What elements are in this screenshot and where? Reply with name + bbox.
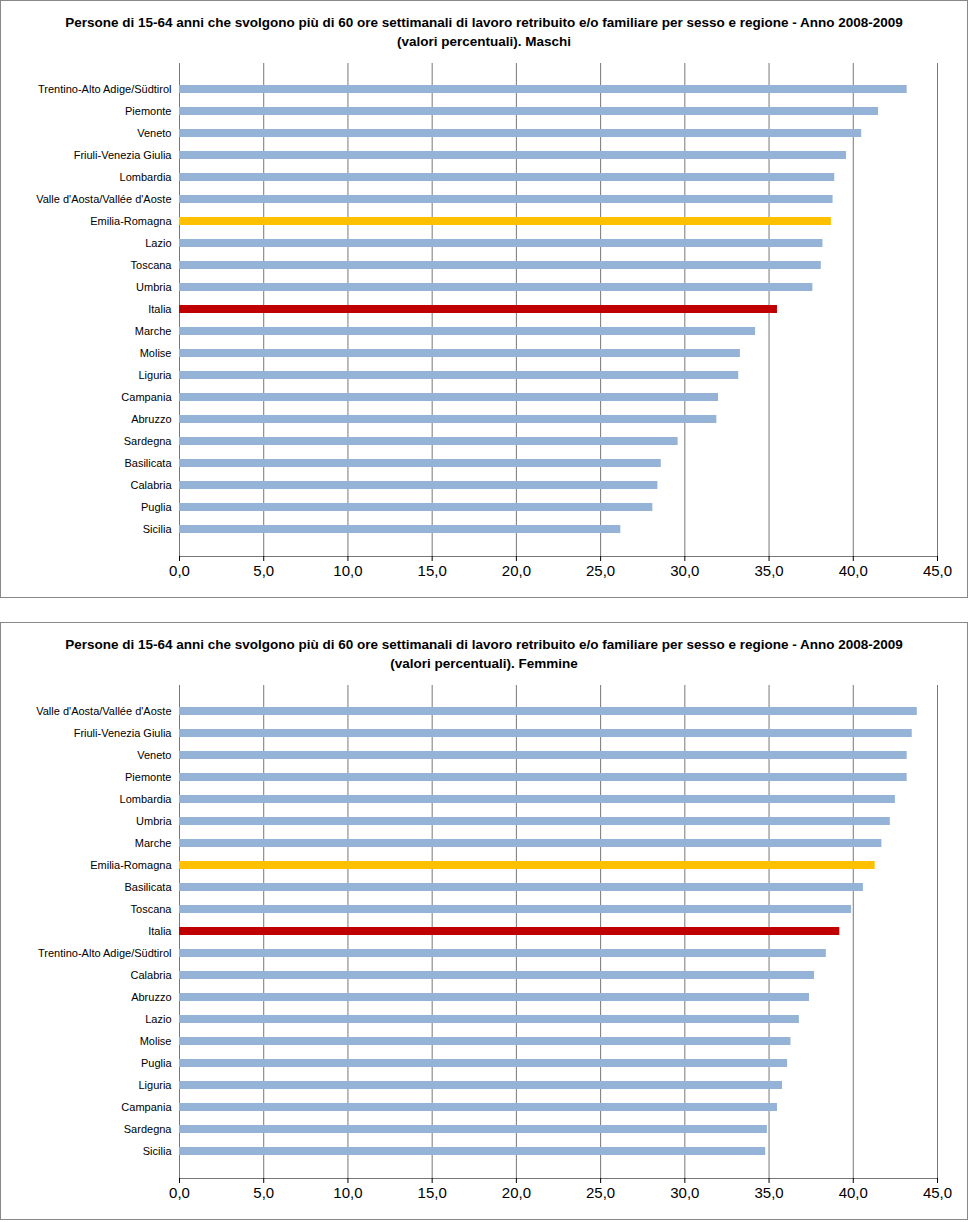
svg-text:Calabria: Calabria (131, 479, 173, 491)
svg-text:Emilia-Romagna: Emilia-Romagna (90, 859, 172, 871)
svg-text:20,0: 20,0 (502, 1184, 531, 1201)
svg-text:10,0: 10,0 (333, 1184, 362, 1201)
svg-text:10,0: 10,0 (333, 562, 362, 579)
svg-text:Lazio: Lazio (145, 237, 171, 249)
html-text:Persone di 15-64 anni che svol: Persone di 15-64 anni che svolgono più d… (65, 15, 903, 49)
svg-text:Sicilia: Sicilia (143, 1145, 173, 1157)
svg-text:45,0: 45,0 (923, 562, 952, 579)
svg-text:Basilicata: Basilicata (124, 881, 172, 893)
svg-text:Umbria: Umbria (136, 815, 172, 827)
svg-text:30,0: 30,0 (670, 1184, 699, 1201)
svg-text:Friuli-Venezia Giulia: Friuli-Venezia Giulia (74, 149, 173, 161)
svg-text:0,0: 0,0 (169, 1184, 190, 1201)
svg-text:35,0: 35,0 (754, 1184, 783, 1201)
svg-text:40,0: 40,0 (839, 562, 868, 579)
svg-text:Calabria: Calabria (131, 969, 173, 981)
svg-text:Toscana: Toscana (131, 903, 173, 915)
svg-text:Lombardia: Lombardia (120, 171, 173, 183)
svg-text:Veneto: Veneto (137, 749, 171, 761)
svg-text:Trentino-Alto Adige/Südtirol: Trentino-Alto Adige/Südtirol (38, 83, 172, 95)
svg-text:15,0: 15,0 (418, 1184, 447, 1201)
svg-text:Toscana: Toscana (131, 259, 173, 271)
svg-text:Puglia: Puglia (141, 501, 172, 513)
html-text:Persone di 15-64 anni che svol: Persone di 15-64 anni che svolgono più d… (65, 637, 903, 671)
svg-text:Valle d'Aosta/Vallée d'Aoste: Valle d'Aosta/Vallée d'Aoste (36, 193, 171, 205)
svg-text:5,0: 5,0 (253, 1184, 274, 1201)
svg-text:Emilia-Romagna: Emilia-Romagna (90, 215, 172, 227)
svg-text:Piemonte: Piemonte (125, 771, 171, 783)
svg-text:Lazio: Lazio (145, 1013, 171, 1025)
svg-text:Marche: Marche (135, 837, 172, 849)
svg-text:Friuli-Venezia Giulia: Friuli-Venezia Giulia (74, 727, 173, 739)
svg-text:Umbria: Umbria (136, 281, 172, 293)
svg-text:Abruzzo: Abruzzo (131, 413, 171, 425)
svg-text:Valle d'Aosta/Vallée d'Aoste: Valle d'Aosta/Vallée d'Aoste (36, 705, 171, 717)
svg-text:Trentino-Alto Adige/Südtirol: Trentino-Alto Adige/Südtirol (38, 947, 172, 959)
svg-text:Puglia: Puglia (141, 1057, 172, 1069)
svg-text:Sicilia: Sicilia (143, 523, 173, 535)
svg-text:Molise: Molise (140, 347, 172, 359)
svg-text:0,0: 0,0 (169, 562, 190, 579)
svg-text:Basilicata: Basilicata (124, 457, 172, 469)
svg-text:Liguria: Liguria (138, 369, 172, 381)
svg-text:25,0: 25,0 (586, 562, 615, 579)
svg-text:Italia: Italia (148, 303, 172, 315)
svg-text:Veneto: Veneto (137, 127, 171, 139)
svg-text:Abruzzo: Abruzzo (131, 991, 171, 1003)
svg-text:Lombardia: Lombardia (120, 793, 173, 805)
svg-text:Marche: Marche (135, 325, 172, 337)
svg-text:Sardegna: Sardegna (124, 1123, 173, 1135)
svg-text:15,0: 15,0 (418, 562, 447, 579)
svg-text:Italia: Italia (148, 925, 172, 937)
svg-text:Campania: Campania (121, 1101, 172, 1113)
svg-text:Campania: Campania (121, 391, 172, 403)
svg-text:35,0: 35,0 (754, 562, 783, 579)
svg-text:25,0: 25,0 (586, 1184, 615, 1201)
svg-text:Piemonte: Piemonte (125, 105, 171, 117)
svg-text:20,0: 20,0 (502, 562, 531, 579)
svg-text:30,0: 30,0 (670, 562, 699, 579)
svg-text:45,0: 45,0 (923, 1184, 952, 1201)
svg-text:40,0: 40,0 (839, 1184, 868, 1201)
svg-text:Liguria: Liguria (138, 1079, 172, 1091)
svg-text:Molise: Molise (140, 1035, 172, 1047)
svg-text:5,0: 5,0 (253, 562, 274, 579)
svg-text:Sardegna: Sardegna (124, 435, 173, 447)
